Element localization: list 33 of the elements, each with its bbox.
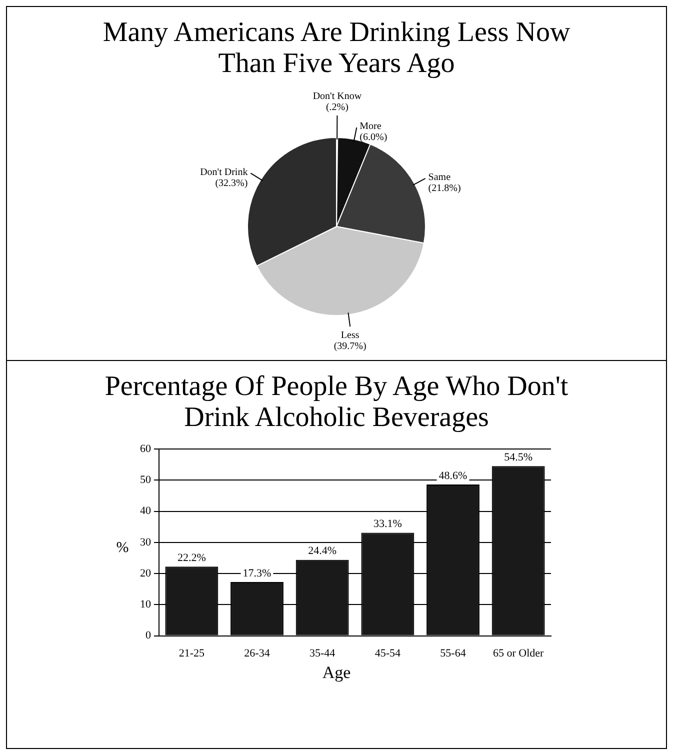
data-label: 33.1% [373, 518, 402, 530]
y-tick-label: 30 [140, 536, 152, 548]
y-tick-label: 0 [145, 630, 152, 642]
y-tick-label: 20 [140, 567, 152, 580]
slice-label: Same [428, 172, 452, 184]
x-tick-label: 55-64 [440, 647, 466, 660]
data-label: 54.5% [504, 452, 532, 464]
slice-label: Don't Know [312, 91, 362, 102]
x-axis-title: Age [321, 663, 352, 683]
data-label: 48.6% [438, 470, 467, 482]
slice-label: More [360, 121, 382, 132]
data-label: 22.2% [177, 552, 206, 564]
chart-title: Percentage Of People By Age Who Don't Drink Alcoholic Beverages [104, 371, 570, 433]
chart-title: Many Americans Are Drinking Less Now Than Five Years Ago [102, 17, 572, 79]
x-tick-label: 21-25 [178, 647, 205, 660]
y-tick-label: 50 [140, 474, 152, 486]
x-tick-label: 35-44 [309, 647, 336, 660]
x-tick-label: 45-54 [374, 647, 401, 660]
data-label: 17.3% [242, 567, 271, 580]
data-label: (6.0%) [360, 132, 388, 144]
y-axis-title: % [116, 540, 129, 556]
data-label: (.2%) [326, 102, 348, 114]
data-label: (21.8%) [428, 183, 461, 194]
data-label: (32.3%) [215, 178, 248, 189]
slice-label: Less [340, 330, 360, 342]
data-label: 24.4% [308, 545, 336, 558]
x-tick-label: 26-34 [244, 647, 270, 660]
y-tick-label: 10 [140, 598, 152, 611]
data-label: (39.7%) [334, 341, 366, 352]
slice-label: Don't Drink [200, 166, 248, 178]
y-tick-label: 40 [140, 505, 152, 518]
x-tick-label: 65 or Older [492, 647, 544, 660]
y-tick-label: 60 [140, 442, 152, 455]
